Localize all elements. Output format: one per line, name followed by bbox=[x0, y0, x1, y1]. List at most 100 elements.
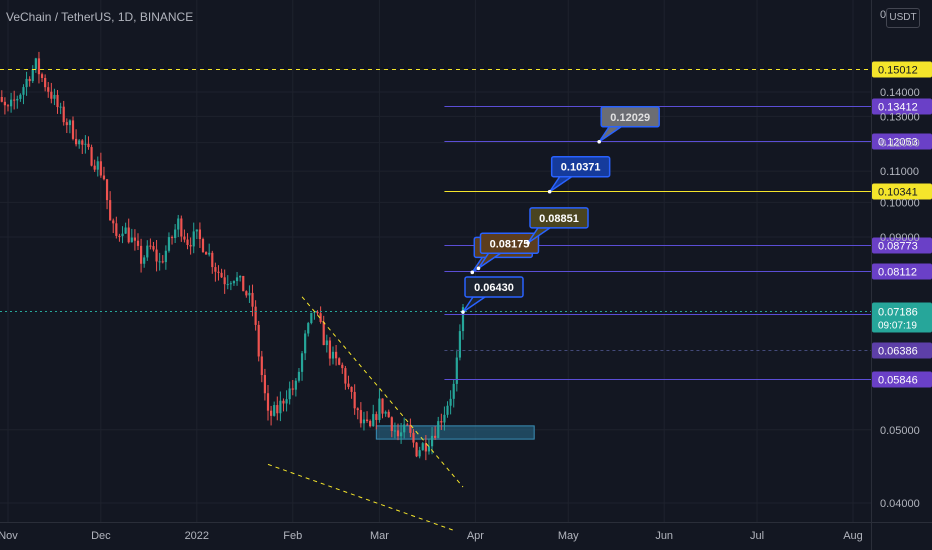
last-price-value: 0.07186 bbox=[878, 307, 918, 319]
last-price-tag bbox=[872, 302, 932, 333]
candle-body bbox=[3, 101, 7, 106]
candle-body bbox=[279, 400, 282, 414]
candle-body bbox=[430, 435, 434, 447]
callout-anchor bbox=[547, 189, 552, 194]
candle-body bbox=[235, 277, 239, 282]
candle-body bbox=[170, 237, 174, 239]
candle-body bbox=[282, 400, 285, 404]
candle-body bbox=[362, 419, 366, 424]
candle-body bbox=[406, 424, 409, 426]
candle-body bbox=[133, 237, 137, 241]
candle-body bbox=[6, 105, 10, 107]
candle-body bbox=[0, 97, 3, 102]
price-tick-label: 0 bbox=[880, 9, 886, 21]
candle-body bbox=[378, 398, 381, 420]
candle-body bbox=[331, 351, 335, 359]
candle-body bbox=[158, 261, 161, 263]
candle-body bbox=[403, 424, 406, 433]
callout-box bbox=[550, 155, 611, 178]
price-level-tag-label: 0.05846 bbox=[878, 375, 918, 387]
candle-body bbox=[174, 229, 177, 238]
price-axis: 0.14000 0.13000 0.12000 0.11000 0.10000 0.090… bbox=[871, 0, 920, 550]
candle-body bbox=[328, 340, 332, 359]
price-tick-label: 0.11000 bbox=[880, 166, 919, 178]
price-level-tag bbox=[872, 133, 932, 150]
candle-body bbox=[208, 252, 211, 255]
candle-body bbox=[192, 231, 195, 247]
target-callout: 0.08175 bbox=[476, 232, 540, 271]
price-level-tag-label: 0.12053 bbox=[878, 137, 918, 149]
price-level-tag-label: 0.10341 bbox=[878, 187, 918, 199]
candle-body bbox=[50, 91, 53, 99]
candle-body bbox=[201, 239, 205, 253]
candle-body bbox=[28, 78, 31, 82]
candle-body bbox=[273, 405, 276, 416]
time-tick-label: Mar bbox=[370, 530, 389, 542]
candle-body bbox=[127, 227, 130, 243]
candle-body bbox=[248, 292, 251, 296]
candle-body bbox=[276, 405, 279, 414]
candle-body bbox=[257, 324, 260, 357]
candle-body bbox=[186, 239, 189, 245]
wedge-lower-line bbox=[267, 463, 454, 531]
candle-body bbox=[409, 424, 412, 433]
chart-grid bbox=[0, 0, 871, 522]
candle-body bbox=[418, 450, 421, 457]
candle-body bbox=[260, 356, 263, 376]
callout-box bbox=[479, 232, 540, 255]
candle-body bbox=[424, 443, 427, 452]
candle-body bbox=[232, 281, 236, 284]
candle-body bbox=[226, 284, 229, 286]
time-tick-label: 2022 bbox=[185, 530, 209, 542]
time-tick-label: Apr bbox=[467, 530, 484, 542]
candle-body bbox=[334, 351, 338, 359]
price-level-tag-label: 0.08112 bbox=[878, 267, 917, 279]
price-level-tag bbox=[872, 61, 932, 78]
candle-body bbox=[37, 58, 41, 75]
callout-label: 0.10371 bbox=[561, 162, 601, 174]
candle-body bbox=[65, 122, 68, 126]
candle-body bbox=[74, 138, 78, 145]
time-tick-label: May bbox=[558, 530, 579, 542]
candle-body bbox=[338, 358, 341, 365]
callout-anchor bbox=[461, 310, 465, 314]
price-tick-label: 0.10000 bbox=[880, 197, 920, 209]
price-level-tag bbox=[872, 98, 932, 115]
candle-body bbox=[93, 165, 96, 170]
target-callout: 0.12029 bbox=[597, 106, 660, 144]
candle-body bbox=[319, 313, 322, 322]
currency-button[interactable]: USDT bbox=[886, 8, 920, 28]
price-tick-label: 0.05000 bbox=[880, 425, 920, 437]
candle-body bbox=[384, 411, 387, 414]
callout-anchor bbox=[597, 139, 601, 144]
demand-zone bbox=[375, 425, 535, 440]
candle-body bbox=[143, 257, 146, 264]
candle-body bbox=[22, 87, 25, 95]
candle-body bbox=[353, 391, 356, 409]
candle-body bbox=[9, 99, 13, 107]
falling-wedge bbox=[267, 296, 464, 531]
candle-body bbox=[102, 175, 106, 180]
candle-body bbox=[440, 421, 443, 423]
candle-body bbox=[62, 106, 65, 123]
candle-body bbox=[375, 414, 378, 420]
candle-body bbox=[118, 235, 121, 237]
candle-body bbox=[152, 246, 155, 250]
candle-body bbox=[217, 271, 220, 273]
candle-body bbox=[341, 364, 344, 369]
callout-label: 0.08851 bbox=[539, 213, 579, 225]
candles-layer bbox=[0, 51, 465, 461]
candle-body bbox=[130, 237, 133, 243]
price-level-tag bbox=[872, 342, 932, 359]
target-callout: 0.06430 bbox=[461, 276, 524, 314]
candle-body bbox=[288, 388, 291, 400]
candle-body bbox=[313, 311, 316, 313]
target-callout: 0.10371 bbox=[547, 155, 611, 194]
candle-body bbox=[434, 435, 437, 438]
candle-body bbox=[294, 380, 297, 390]
price-tick-label: 0.04000 bbox=[880, 498, 920, 510]
price-level-tag bbox=[872, 183, 932, 200]
callout-box bbox=[529, 207, 589, 229]
